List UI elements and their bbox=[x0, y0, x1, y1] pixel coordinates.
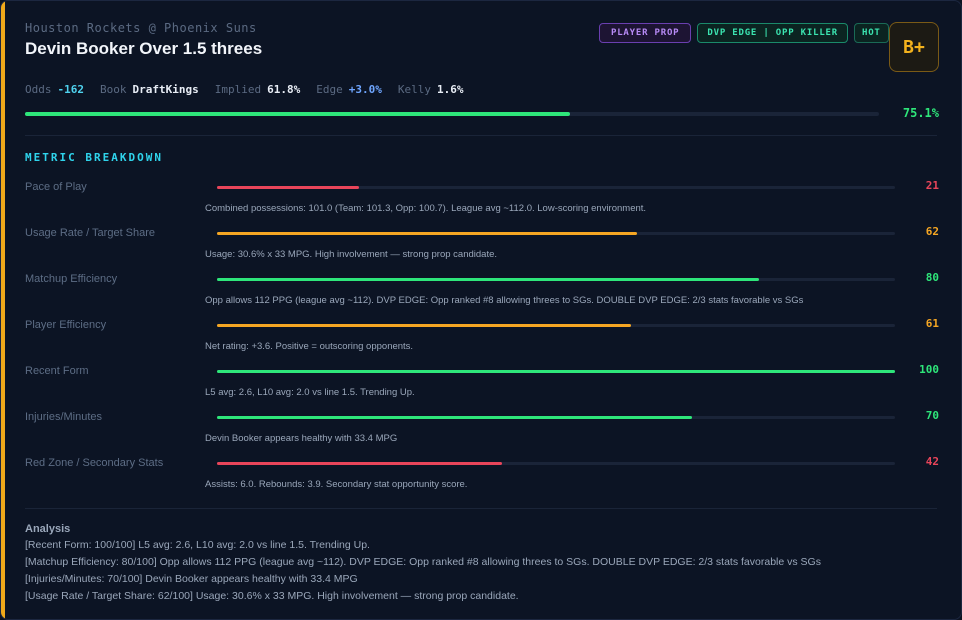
grade-badge: B+ bbox=[889, 22, 939, 72]
tag-player-prop[interactable]: PLAYER PROP bbox=[599, 23, 692, 43]
edge-value: +3.0% bbox=[348, 83, 382, 96]
metric-bar bbox=[217, 232, 895, 235]
implied-value: 61.8% bbox=[267, 83, 301, 96]
metric-score: 21 bbox=[925, 179, 939, 192]
metric-score: 80 bbox=[925, 271, 939, 284]
metric-row: Pace of Play 21 Combined possessions: 101.… bbox=[1, 179, 961, 227]
divider bbox=[25, 135, 937, 136]
metric-bar-fill bbox=[217, 278, 760, 281]
stats-row: Odds -162 Book DraftKings Implied 61.8% Edg… bbox=[25, 83, 463, 96]
metric-label: Recent Form bbox=[25, 365, 89, 377]
metric-description: Net rating: +3.6. Positive = outscoring … bbox=[205, 341, 414, 352]
metric-score: 61 bbox=[925, 317, 939, 330]
matchup-text: Houston Rockets @ Phoenix Suns bbox=[25, 21, 257, 35]
confidence-bar-fill bbox=[25, 112, 571, 116]
tag-hot[interactable]: HOT bbox=[854, 23, 889, 43]
tag-dvp-edge[interactable]: DVP EDGE | OPP KILLER bbox=[697, 23, 848, 43]
metric-description: Opp allows 112 PPG (league avg ~112). DV… bbox=[205, 295, 804, 306]
metric-row: Injuries/Minutes 70 Devin Booker appears h… bbox=[1, 409, 961, 457]
book-label: Book bbox=[100, 83, 127, 96]
metric-row: Player Efficiency 61 Net rating: +3.6. Pos… bbox=[1, 317, 961, 365]
analysis-line: [Injuries/Minutes: 70/100] Devin Booker … bbox=[25, 573, 358, 585]
metric-bar bbox=[217, 462, 895, 465]
metric-label: Usage Rate / Target Share bbox=[25, 227, 156, 239]
metric-label: Matchup Efficiency bbox=[25, 273, 118, 285]
metric-bar-fill bbox=[217, 232, 638, 235]
metric-description: Usage: 30.6% x 33 MPG. High involvement … bbox=[205, 249, 498, 260]
metric-bar bbox=[217, 186, 895, 189]
metric-label: Injuries/Minutes bbox=[25, 411, 103, 423]
metric-description: L5 avg: 2.6, L10 avg: 2.0 vs line 1.5. T… bbox=[205, 387, 415, 398]
metric-row: Recent Form 100 L5 avg: 2.6, L10 avg: 2.0 … bbox=[1, 363, 961, 411]
grade-accent-bar bbox=[1, 1, 5, 619]
implied-label: Implied bbox=[214, 83, 262, 96]
metric-row: Matchup Efficiency 80 Opp allows 112 PPG (… bbox=[1, 271, 961, 319]
kelly-value: 1.6% bbox=[436, 83, 464, 96]
metric-bar bbox=[217, 324, 895, 327]
book-value: DraftKings bbox=[132, 83, 199, 96]
analysis-line: [Recent Form: 100/100] L5 avg: 2.6, L10 … bbox=[25, 539, 370, 551]
metric-bar bbox=[217, 370, 895, 373]
metric-score: 100 bbox=[919, 363, 939, 376]
metric-bar-fill bbox=[217, 370, 895, 373]
implied-stat: Implied 61.8% bbox=[215, 83, 300, 96]
edge-stat: Edge +3.0% bbox=[316, 83, 382, 96]
metric-label: Player Efficiency bbox=[25, 319, 107, 331]
prop-title: Devin Booker Over 1.5 threes bbox=[25, 39, 263, 58]
book-stat: Book DraftKings bbox=[100, 83, 199, 96]
metric-label: Red Zone / Secondary Stats bbox=[25, 457, 164, 469]
metric-bar-fill bbox=[217, 324, 631, 327]
section-title: METRIC BREAKDOWN bbox=[25, 151, 163, 164]
analysis-line: [Usage Rate / Target Share: 62/100] Usag… bbox=[25, 590, 519, 602]
odds-value: -162 bbox=[57, 83, 85, 96]
analysis-title: Analysis bbox=[25, 523, 71, 535]
metric-bar-fill bbox=[217, 416, 692, 419]
metric-bar-fill bbox=[217, 462, 502, 465]
confidence-value: 75.1% bbox=[902, 106, 939, 120]
analysis-section: Analysis [Recent Form: 100/100] L5 avg: … bbox=[25, 523, 821, 605]
metric-score: 42 bbox=[925, 455, 939, 468]
kelly-stat: Kelly 1.6% bbox=[398, 83, 464, 96]
metric-row: Red Zone / Secondary Stats 42 Assists: 6.0… bbox=[1, 455, 961, 503]
metric-description: Combined possessions: 101.0 (Team: 101.3… bbox=[205, 203, 647, 214]
confidence-bar bbox=[25, 112, 879, 116]
metric-score: 62 bbox=[925, 225, 939, 238]
metric-description: Devin Booker appears healthy with 33.4 M… bbox=[205, 433, 398, 444]
metric-description: Assists: 6.0. Rebounds: 3.9. Secondary s… bbox=[205, 479, 468, 490]
metric-bar bbox=[217, 416, 895, 419]
metric-label: Pace of Play bbox=[25, 181, 87, 193]
analysis-line: [Matchup Efficiency: 80/100] Opp allows … bbox=[25, 556, 821, 568]
metric-bar-fill bbox=[217, 186, 360, 189]
odds-label: Odds bbox=[25, 83, 52, 96]
divider bbox=[25, 508, 937, 509]
metric-score: 70 bbox=[925, 409, 939, 422]
metric-row: Usage Rate / Target Share 62 Usage: 30.6% … bbox=[1, 225, 961, 273]
odds-stat: Odds -162 bbox=[25, 83, 84, 96]
edge-label: Edge bbox=[316, 83, 343, 96]
kelly-label: Kelly bbox=[397, 83, 431, 96]
tag-group: PLAYER PROP DVP EDGE | OPP KILLER HOT bbox=[599, 23, 889, 43]
metric-bar bbox=[217, 278, 895, 281]
